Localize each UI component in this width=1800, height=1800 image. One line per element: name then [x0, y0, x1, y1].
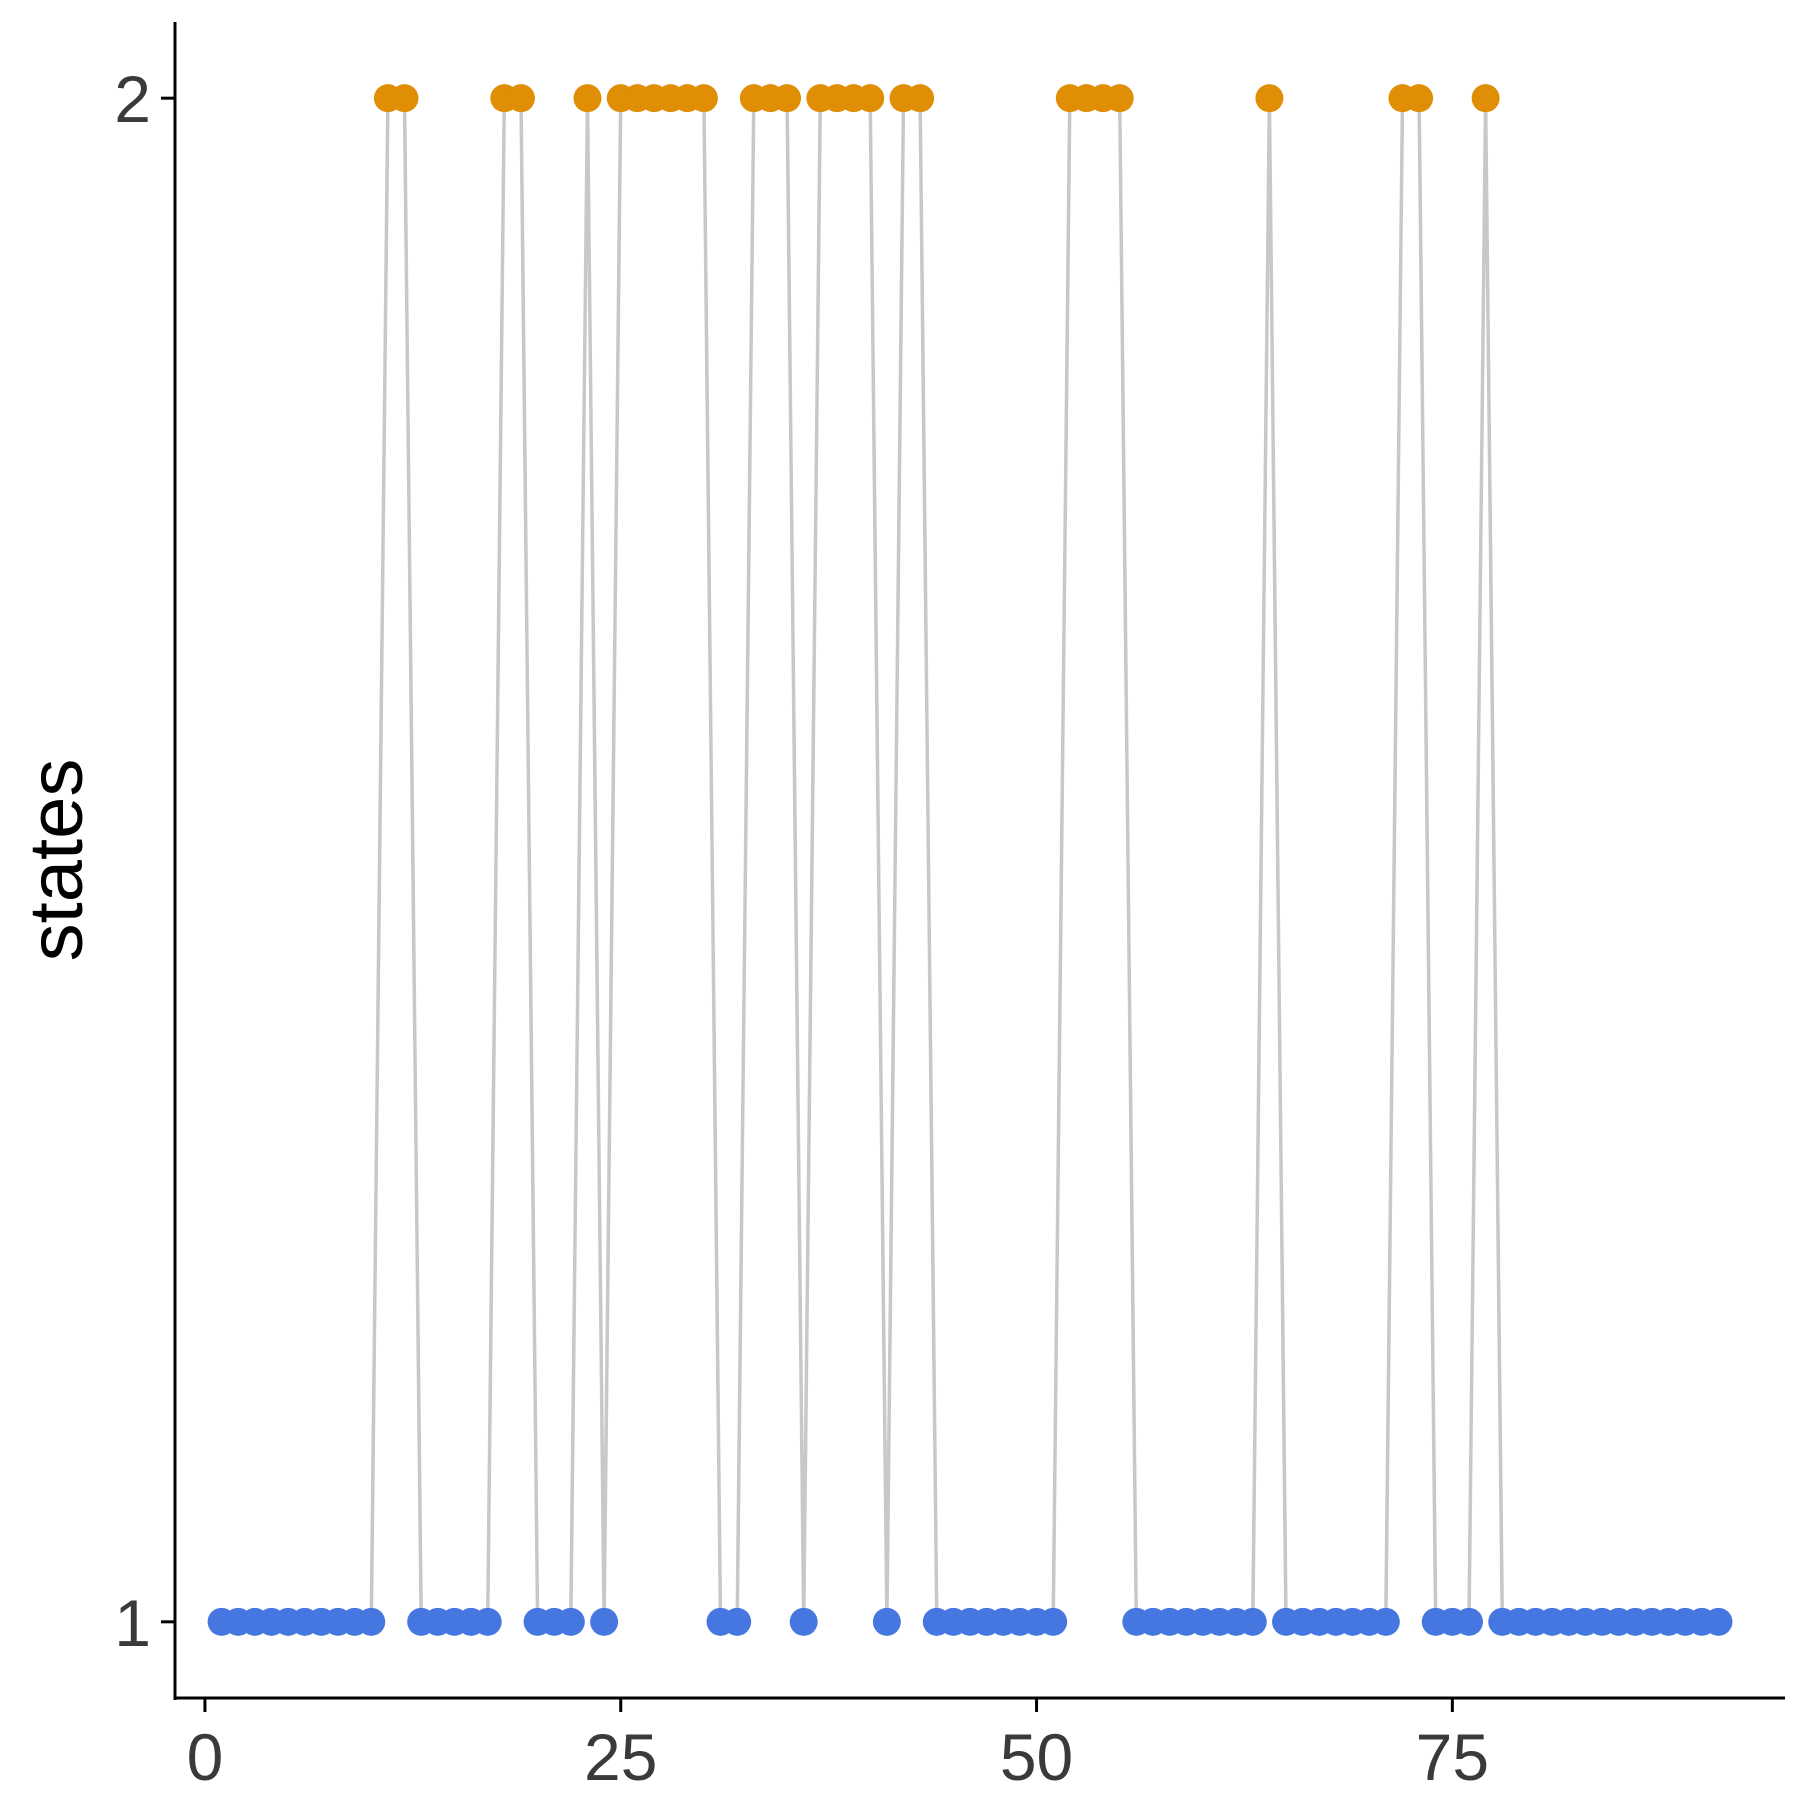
- y-axis-title: states: [14, 759, 99, 962]
- y-tick-label: 2: [114, 62, 151, 136]
- x-tick-label: 25: [584, 1720, 657, 1794]
- y-tick-label: 1: [114, 1586, 151, 1660]
- data-point: [1238, 1607, 1267, 1636]
- data-point: [573, 84, 602, 113]
- axes: [173, 22, 1785, 1700]
- data-point: [1704, 1607, 1733, 1636]
- y-ticks: 12: [114, 62, 175, 1660]
- data-point: [872, 1607, 901, 1636]
- data-point: [556, 1607, 585, 1636]
- connecting-lines: [221, 96, 1719, 1624]
- x-tick-label: 0: [187, 1720, 224, 1794]
- data-point: [1039, 1607, 1068, 1636]
- data-point: [906, 84, 935, 113]
- data-point: [1454, 1607, 1483, 1636]
- x-ticks: 0 25 50 75: [187, 1698, 1489, 1794]
- data-point: [1471, 84, 1500, 113]
- data-point: [856, 84, 885, 113]
- data-point: [473, 1607, 502, 1636]
- data-point: [1105, 84, 1134, 113]
- x-tick-label: 75: [1416, 1720, 1489, 1794]
- data-point: [590, 1607, 619, 1636]
- x-tick-label: 50: [1000, 1720, 1073, 1794]
- data-point: [357, 1607, 386, 1636]
- data-point: [723, 1607, 752, 1636]
- data-point: [390, 84, 419, 113]
- data-point: [689, 84, 718, 113]
- data-point: [773, 84, 802, 113]
- data-point: [506, 84, 535, 113]
- series-line: [221, 96, 1719, 1624]
- data-point: [789, 1607, 818, 1636]
- data-points: [207, 84, 1733, 1636]
- data-point: [1371, 1607, 1400, 1636]
- data-point: [1255, 84, 1284, 113]
- data-point: [1405, 84, 1434, 113]
